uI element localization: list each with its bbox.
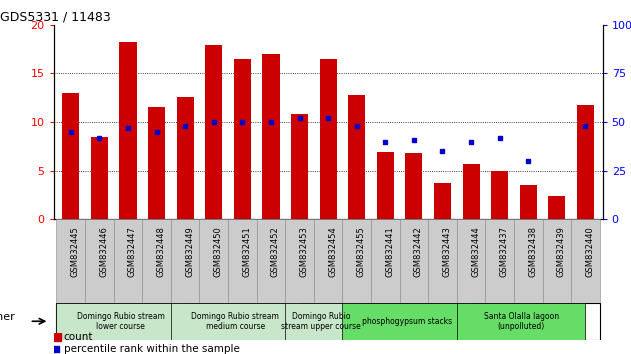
Bar [205, 45, 222, 219]
Bar [85, 219, 114, 303]
Bar [543, 219, 571, 303]
Text: count: count [64, 332, 93, 342]
Bar [371, 219, 399, 303]
Text: GSM832444: GSM832444 [471, 226, 480, 277]
Bar [377, 152, 394, 219]
Text: GSM832440: GSM832440 [586, 226, 594, 277]
Text: GSM832449: GSM832449 [185, 226, 194, 277]
Bar [228, 219, 257, 303]
Text: GSM832446: GSM832446 [100, 226, 109, 277]
Bar [434, 183, 451, 219]
Bar [257, 219, 285, 303]
Bar [91, 137, 108, 219]
Bar [514, 219, 543, 303]
Bar [177, 97, 194, 219]
Bar [577, 104, 594, 219]
Bar [520, 185, 537, 219]
Bar [119, 42, 136, 219]
Bar [491, 171, 508, 219]
Bar [485, 219, 514, 303]
Text: other: other [0, 312, 15, 322]
Bar [62, 93, 80, 219]
Text: GSM832438: GSM832438 [528, 226, 537, 277]
Bar [457, 303, 586, 340]
Bar [262, 54, 280, 219]
Text: phosphogypsum stacks: phosphogypsum stacks [362, 317, 452, 326]
Bar [319, 59, 337, 219]
Bar [348, 95, 365, 219]
Bar [314, 219, 343, 303]
Text: GSM832451: GSM832451 [242, 226, 251, 277]
Bar [148, 107, 165, 219]
Bar [57, 219, 85, 303]
Bar [114, 219, 142, 303]
Bar [142, 219, 171, 303]
Bar [291, 114, 308, 219]
Text: GSM832443: GSM832443 [442, 226, 452, 277]
Text: GSM832439: GSM832439 [557, 226, 566, 277]
Bar [285, 219, 314, 303]
Bar [428, 219, 457, 303]
Text: GSM832454: GSM832454 [328, 226, 337, 277]
Bar [571, 219, 599, 303]
Text: GSM832442: GSM832442 [414, 226, 423, 277]
Bar [233, 59, 251, 219]
Text: GSM832453: GSM832453 [300, 226, 309, 277]
Bar [54, 333, 61, 341]
Text: GSM832455: GSM832455 [357, 226, 366, 277]
Text: Domingo Rubio stream
lower course: Domingo Rubio stream lower course [77, 312, 165, 331]
Text: GDS5331 / 11483: GDS5331 / 11483 [0, 11, 111, 24]
Text: GSM832450: GSM832450 [214, 226, 223, 277]
Bar [343, 303, 471, 340]
Text: GSM832447: GSM832447 [128, 226, 137, 277]
Text: Domingo Rubio stream
medium course: Domingo Rubio stream medium course [191, 312, 279, 331]
Bar [457, 219, 485, 303]
Text: Santa Olalla lagoon
(unpolluted): Santa Olalla lagoon (unpolluted) [483, 312, 558, 331]
Bar [399, 219, 428, 303]
Bar [463, 164, 480, 219]
Text: Domingo Rubio
stream upper course: Domingo Rubio stream upper course [281, 312, 361, 331]
Bar [171, 219, 199, 303]
Bar [343, 219, 371, 303]
Text: GSM832448: GSM832448 [156, 226, 165, 277]
Text: GSM832445: GSM832445 [71, 226, 80, 277]
Text: GSM832437: GSM832437 [500, 226, 509, 277]
Bar [199, 219, 228, 303]
Text: GSM832452: GSM832452 [271, 226, 280, 277]
Bar [285, 303, 357, 340]
Text: GSM832441: GSM832441 [386, 226, 394, 277]
Bar [57, 303, 185, 340]
Text: percentile rank within the sample: percentile rank within the sample [64, 344, 239, 354]
Bar [171, 303, 300, 340]
Bar [548, 196, 565, 219]
Bar [405, 153, 423, 219]
